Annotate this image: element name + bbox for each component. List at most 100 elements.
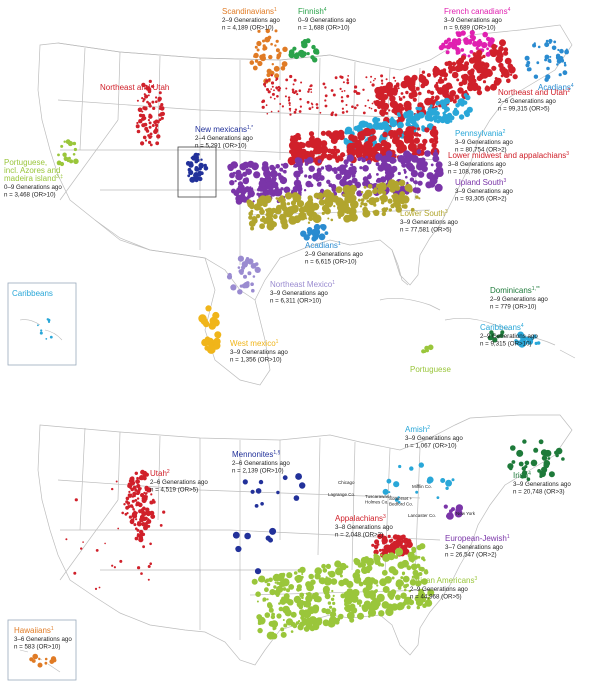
dot-acadians-ne [525, 63, 530, 68]
dot-scandinavians [281, 67, 285, 71]
dot-lower-south [367, 183, 373, 189]
dot-scandinavians [262, 46, 267, 51]
dot-midwest-light [285, 87, 288, 90]
dot-pennsylvania [446, 107, 450, 112]
dot-acadians-ne [544, 42, 550, 48]
dot-scandinavians [274, 29, 278, 33]
dot-african-americans [257, 627, 263, 634]
dot-northeast-utah [436, 87, 445, 95]
dot-upland-south [435, 185, 442, 191]
dot-midwest-light [362, 88, 365, 92]
dot-lower-south [374, 197, 380, 203]
dot-midwest-light [368, 106, 371, 109]
florida [391, 249, 409, 286]
dot-midwest-light [315, 103, 319, 106]
dot-lower-south [373, 203, 377, 207]
dot-appalachians [406, 541, 413, 548]
dot-upland-south [385, 150, 393, 158]
dot-midwest-light [387, 84, 390, 86]
dot-midwest-light [397, 104, 399, 107]
dot-caribbeans [518, 338, 527, 347]
dot-pennsylvania [457, 98, 465, 106]
dot-amish [451, 478, 455, 482]
dot-upland-south [267, 184, 272, 190]
dot-lower-south [248, 211, 253, 216]
dot-upland-south [343, 170, 346, 173]
dot-midwest-light [370, 75, 373, 78]
dot-midwest-light [319, 111, 322, 114]
dot-midwest-light [382, 92, 385, 95]
dot-northeast-utah-west [138, 113, 143, 118]
dot-northeast-utah [475, 85, 482, 91]
dot-african-americans [256, 600, 259, 603]
dot-scandinavians [254, 45, 258, 49]
dot-african-americans [388, 566, 396, 574]
dot-midwest-light [354, 85, 358, 89]
dot-utah [134, 536, 139, 541]
dot-african-americans [290, 630, 294, 633]
dot-midwest-light [356, 104, 359, 107]
dot-upland-south [435, 161, 443, 169]
dot-lower-south [306, 206, 310, 210]
dot-midwest-light [316, 106, 319, 110]
dot-northeast-utah [442, 72, 449, 78]
dot-lower-south [398, 193, 404, 199]
dot-acadians-ne [558, 73, 562, 77]
dot-african-americans [322, 568, 328, 573]
dot-northeast-utah-west [146, 100, 149, 104]
caribbean-islands [379, 298, 576, 359]
dot-upland-south [384, 169, 391, 176]
dot-midwest-light [346, 94, 350, 98]
label-n-european-jewish: n = 26,547 (OR>2) [445, 552, 497, 559]
dot-african-americans [410, 563, 418, 571]
dot-african-americans [311, 605, 320, 614]
dot-upland-south [294, 157, 302, 164]
label-n-amish: n = 1,067 (OR>10) [405, 443, 457, 450]
dot-new-mexicans [189, 176, 196, 183]
dot-upland-south [380, 156, 388, 164]
dot-lower-midwest [410, 126, 416, 131]
dot-european-jewish [443, 504, 448, 509]
dot-african-americans [385, 607, 394, 617]
dot-african-americans [329, 605, 333, 609]
dot-northeast-utah [439, 76, 442, 80]
dot-african-americans [272, 627, 276, 631]
dot-scandinavians [270, 42, 273, 46]
dot-lower-south [345, 190, 348, 193]
dot-midwest-light [284, 95, 287, 98]
label-n-lower-midwest: n = 108,786 (OR>2) [448, 169, 503, 176]
label-gen-african-americans: 2–9 Generations ago [410, 586, 468, 593]
dot-lower-midwest [418, 133, 422, 137]
label-name-irish: Irish4 [513, 471, 531, 480]
dot-african-americans [361, 566, 369, 574]
place-lancaster: Lancaster Co. [408, 513, 436, 518]
label-sup-portuguese-azores: 3,‡ [56, 174, 63, 180]
dot-african-americans [406, 605, 411, 610]
dot-amish [445, 479, 452, 487]
dot-utah [129, 519, 135, 525]
dot-african-americans [382, 586, 390, 593]
label-name-west-mexico: West mexico1 [230, 339, 279, 348]
dot-scandinavians [275, 48, 280, 53]
dot-upland-south [294, 185, 298, 188]
dot-upland-south [229, 172, 235, 179]
dot-pennsylvania [432, 108, 437, 113]
dot-midwest-light [346, 78, 349, 82]
dot-african-americans [321, 563, 326, 569]
dot-upland-south [409, 177, 415, 182]
dot-portuguese-carib [427, 344, 434, 351]
dot-northeast-utah [461, 74, 466, 79]
dot-mennonites [269, 527, 277, 535]
dot-midwest-light [385, 106, 389, 110]
dot-upland-south [351, 177, 358, 184]
dot-scandinavians [249, 60, 255, 65]
dot-midwest-light [397, 87, 400, 90]
dot-african-americans [279, 598, 287, 605]
dot-northeast-utah-west [148, 121, 152, 125]
dot-northeast-utah [377, 93, 385, 101]
dot-acadians-ne [532, 43, 537, 48]
dot-lower-south [281, 222, 289, 230]
dot-african-americans [370, 595, 375, 600]
